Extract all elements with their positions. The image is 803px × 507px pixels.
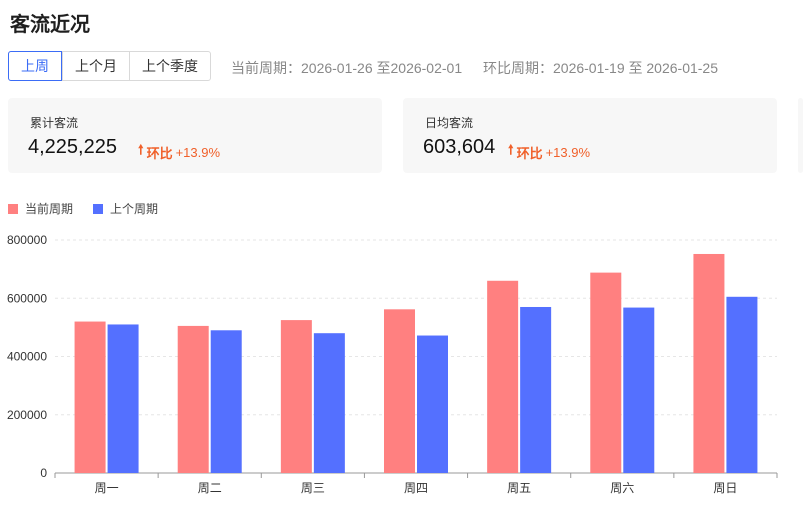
legend-swatch: [93, 203, 104, 214]
bar-current[interactable]: [280, 320, 312, 473]
arrow-up-icon: 🠕: [138, 142, 144, 157]
x-tick-label: 周四: [404, 481, 428, 495]
legend-label: 上个周期: [110, 202, 159, 216]
y-tick-label: 800000: [7, 233, 47, 247]
y-tick-label: 400000: [7, 350, 47, 364]
x-tick-label: 周五: [507, 481, 531, 495]
page-title: 客流近况: [10, 14, 90, 36]
y-tick-label: 200000: [7, 408, 47, 422]
range-selector: 上周 上个月 上个季度: [8, 51, 211, 81]
x-tick-label: 周一: [95, 481, 119, 495]
x-tick-label: 周三: [301, 481, 325, 495]
card-value: 603,604: [423, 136, 496, 158]
y-tick-label: 0: [40, 466, 47, 480]
tab-last-quarter[interactable]: 上个季度: [129, 52, 210, 80]
bar-previous[interactable]: [313, 333, 345, 473]
trend-indicator: 🠕 环比 +13.9%: [508, 141, 590, 163]
compare-period-text: 环比周期：2026-01-19 至 2026-01-25: [483, 60, 719, 76]
legend-item-current[interactable]: 当前周期: [8, 200, 73, 217]
bar-previous[interactable]: [623, 307, 655, 473]
bar-current[interactable]: [177, 325, 209, 473]
x-tick-label: 周二: [198, 481, 222, 495]
x-tick-label: 周六: [610, 481, 634, 495]
legend-item-previous[interactable]: 上个周期: [93, 200, 158, 217]
chart-legend: 当前周期 上个周期: [8, 200, 158, 217]
trend-label: 环比: [516, 145, 543, 161]
arrow-up-icon: 🠕: [508, 142, 514, 157]
trend-indicator: 🠕 环比 +13.9%: [138, 141, 220, 163]
next-card-partial: [798, 98, 803, 173]
daily-avg-card: 日均客流 603,604 🠕 环比 +13.9%: [403, 98, 777, 173]
bar-previous[interactable]: [107, 324, 139, 473]
tab-last-month[interactable]: 上个月: [62, 52, 129, 80]
tab-last-week[interactable]: 上周: [8, 51, 62, 81]
card-value: 4,225,225: [28, 136, 117, 158]
bar-current[interactable]: [384, 309, 415, 473]
bar-current[interactable]: [74, 321, 106, 473]
bar-current[interactable]: [590, 272, 622, 473]
bar-previous[interactable]: [417, 335, 448, 473]
y-tick-label: 600000: [7, 291, 47, 305]
trend-label: 环比: [146, 145, 173, 161]
bar-current[interactable]: [693, 253, 725, 473]
x-tick-label: 周日: [713, 481, 737, 495]
bar-previous[interactable]: [210, 330, 242, 473]
bar-previous[interactable]: [726, 296, 758, 473]
legend-label: 当前周期: [25, 202, 74, 216]
card-label: 日均客流: [425, 116, 474, 130]
bar-current[interactable]: [487, 280, 519, 473]
current-period-text: 当前周期：2026-01-26 至2026-02-01: [231, 60, 463, 76]
trend-value: +13.9%: [545, 144, 591, 160]
card-label: 累计客流: [30, 116, 79, 130]
total-traffic-card: 累计客流 4,225,225 🠕 环比 +13.9%: [8, 98, 382, 173]
legend-swatch: [8, 203, 18, 214]
bar-previous[interactable]: [520, 306, 552, 473]
trend-value: +13.9%: [175, 144, 221, 160]
